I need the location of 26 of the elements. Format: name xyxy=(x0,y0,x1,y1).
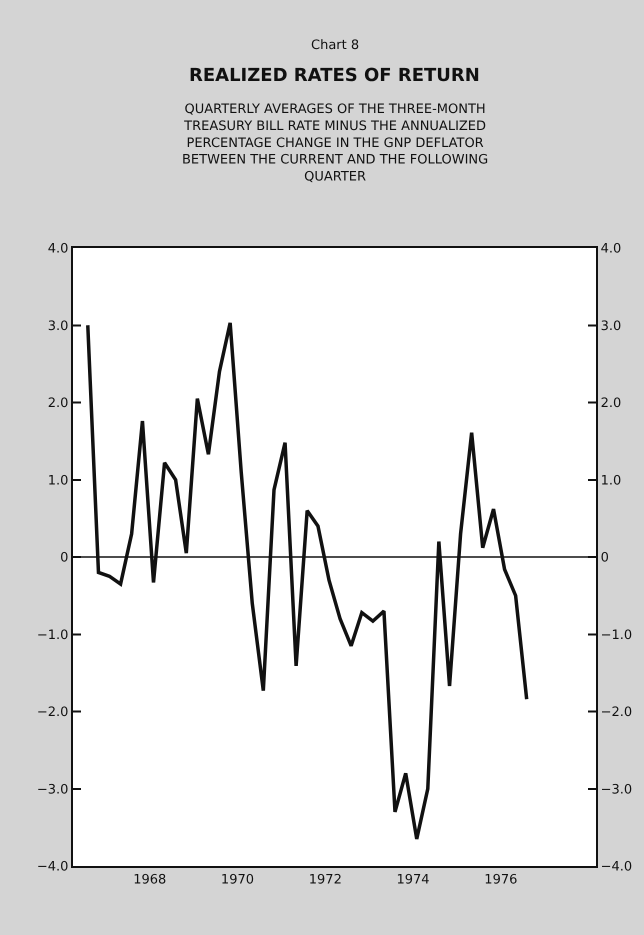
y-tick-label: −3.0 xyxy=(36,782,68,798)
chart-title: REALIZED RATES OF RETURN xyxy=(189,65,480,86)
y-tick-label: 4.0 xyxy=(48,242,68,257)
chart-subtitle: QUARTERLY AVERAGES OF THE THREE-MONTH TREASURY BILL RATE MINUS THE ANNUALIZED PERCENTAGE CHANGE IN THE GNP DEFLATOR BETWEEN THE CURRENT AND THE FOLLOWING QUARTER xyxy=(182,102,488,185)
caption: Chart 8 xyxy=(311,38,360,53)
y-tick-label: −2.0 xyxy=(36,705,68,720)
y-tick-label: −1.0 xyxy=(36,628,68,643)
y2-tick-label: 3.0 xyxy=(600,318,622,334)
y-tick-label: 1.0 xyxy=(48,473,68,488)
x-tick-label: 1970 xyxy=(220,872,254,888)
y2-tick-label: −4.0 xyxy=(600,860,632,875)
x-tick-label: 1968 xyxy=(133,872,166,888)
y-tick-label: 3.0 xyxy=(48,318,68,334)
y-tick-label: −4.0 xyxy=(36,860,68,875)
x-tick-label: 1974 xyxy=(396,872,430,888)
x-tick-label: 1972 xyxy=(308,872,342,888)
y2-tick-label: 4.0 xyxy=(600,242,622,257)
y-tick-label: 0 xyxy=(60,550,68,566)
y2-tick-label: −2.0 xyxy=(600,705,632,720)
y2-tick-label: 1.0 xyxy=(600,473,622,488)
y2-tick-label: 0 xyxy=(600,550,609,566)
y2-tick-label: −3.0 xyxy=(600,782,632,798)
y2-tick-label: 2.0 xyxy=(600,396,622,412)
x-tick-label: 1976 xyxy=(484,872,518,888)
y2-tick-label: −1.0 xyxy=(600,628,632,643)
y-tick-label: 2.0 xyxy=(48,396,68,412)
